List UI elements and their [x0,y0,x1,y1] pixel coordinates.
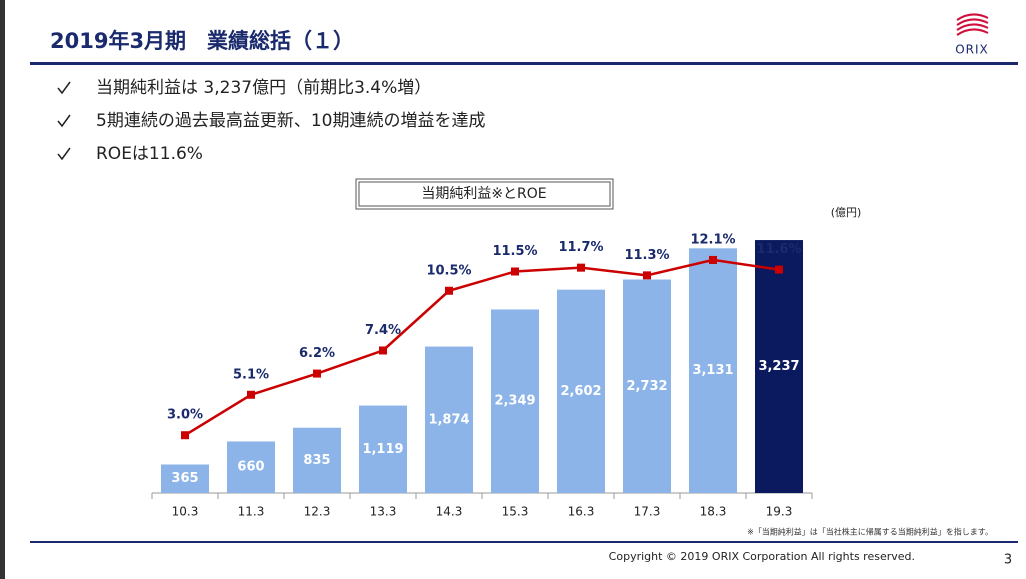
bar-value-label: 2,349 [494,394,535,409]
slide-title: 2019年3月期 業績総括（１） [50,29,354,53]
bar-value-label: 2,732 [626,379,667,394]
x-tick-label: 19.3 [766,505,793,519]
roe-marker [379,346,387,355]
logo-text: ORIX [955,43,989,57]
bar [293,427,341,493]
x-tick-label: 18.3 [700,505,727,519]
bar [359,405,407,493]
footnote: ※「当期純利益」は「当社株主に帰属する当期純利益」を指します。 [747,527,993,537]
logo-mark [956,13,989,36]
roe-value-label: 10.5% [426,263,471,278]
bar [557,289,605,493]
roe-value-label: 3.0% [167,408,203,423]
chart-title-box-inner [358,181,611,207]
roe-marker [643,271,651,280]
bar-value-label: 1,119 [362,442,403,457]
chart-title: 当期純利益※とROE [421,186,546,202]
roe-value-label: 6.2% [299,346,335,361]
bar-value-label: 3,131 [692,363,733,378]
copyright: Copyright © 2019 ORIX Corporation All ri… [609,550,915,563]
bar-value-label: 835 [303,453,330,468]
roe-marker [709,255,717,264]
footer-rule [30,541,1018,543]
roe-marker [577,263,585,272]
unit-label: (億円) [831,206,862,219]
x-tick-label: 17.3 [634,505,661,519]
roe-marker [247,390,255,399]
bar [623,279,671,493]
x-tick-label: 16.3 [568,505,595,519]
roe-value-label: 11.3% [624,248,669,263]
bar [425,346,473,493]
header-rule [30,62,1018,65]
bar [491,309,539,493]
bar-value-label: 1,874 [428,412,469,427]
x-tick-label: 12.3 [304,505,331,519]
frame-edge [0,0,5,579]
bar-value-label: 2,602 [560,384,601,399]
x-tick-label: 10.3 [172,505,199,519]
bullet-text: 5期連続の過去最高益更新、10期連続の増益を達成 [96,111,485,131]
bar-value-label: 660 [237,460,264,475]
x-tick-label: 14.3 [436,505,463,519]
x-tick-label: 11.3 [238,505,265,519]
roe-value-label: 11.6% [756,242,801,257]
x-tick-label: 13.3 [370,505,397,519]
logo: ORIX [955,13,989,57]
bullet-list: 当期純利益は 3,237億円（前期比3.4%増） 5期連続の過去最高益更新、10期… [57,78,485,164]
roe-value-label: 11.7% [558,240,603,255]
check-icon [57,114,71,128]
roe-value-label: 12.1% [690,232,735,247]
roe-value-label: 5.1% [233,367,269,382]
x-tick-label: 15.3 [502,505,529,519]
bar-value-label: 365 [171,471,198,486]
bar [161,464,209,493]
roe-marker [181,431,189,440]
roe-value-label: 11.5% [492,244,537,259]
bullet-text: ROEは11.6% [96,144,203,164]
roe-marker [511,267,519,276]
roe-marker [313,369,321,378]
chart: 10.3 11.3 12.3 13.3 14.3 15.3 16.3 17.3 18.3 19.3… [151,232,813,519]
bar [755,240,803,493]
bar-value-label: 3,237 [758,359,799,374]
check-icon [57,147,71,161]
roe-marker [445,286,453,295]
roe-marker [775,265,783,274]
roe-value-label: 7.4% [365,323,401,338]
roe-line [184,258,780,437]
check-icon [57,81,71,95]
chart-title-box [355,178,614,210]
bullet-text: 当期純利益は 3,237億円（前期比3.4%増） [96,78,431,98]
page-number: 3 [1004,553,1012,568]
bar [689,248,737,493]
bar [227,441,275,493]
